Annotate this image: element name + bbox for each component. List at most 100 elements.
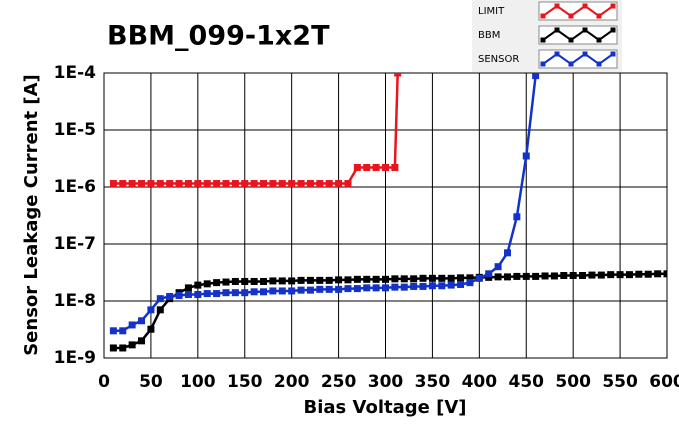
x-tick-label: 0: [98, 372, 110, 392]
data-point: [241, 180, 249, 188]
data-point: [119, 180, 127, 188]
data-point: [325, 285, 333, 293]
data-point: [260, 277, 268, 285]
data-point: [485, 273, 493, 281]
data-point: [635, 270, 643, 278]
legend-marker: [540, 61, 546, 67]
data-point: [222, 180, 230, 188]
data-point: [194, 291, 202, 299]
data-point: [231, 180, 239, 188]
data-point: [625, 271, 633, 279]
data-point: [269, 180, 277, 188]
data-point: [166, 180, 174, 188]
data-point: [278, 277, 286, 285]
x-tick-label: 350: [415, 372, 451, 392]
data-point: [363, 284, 371, 292]
data-point: [569, 272, 577, 280]
data-point: [560, 272, 568, 280]
data-point: [457, 280, 465, 288]
legend-marker: [540, 13, 546, 19]
data-point: [138, 317, 146, 325]
data-point: [241, 289, 249, 297]
data-point: [213, 180, 221, 188]
data-point: [213, 290, 221, 298]
data-point: [372, 275, 380, 283]
legend-marker: [610, 3, 616, 9]
legend-marker: [568, 13, 574, 19]
chart-title: BBM_099-1x2T: [107, 21, 330, 52]
data-point: [597, 271, 605, 279]
data-point: [532, 272, 540, 280]
data-point: [175, 291, 183, 299]
data-point: [335, 180, 343, 188]
y-tick-label: 1E-7: [54, 234, 96, 254]
data-point: [382, 284, 389, 292]
data-point: [325, 276, 333, 284]
data-point: [607, 271, 615, 279]
data-point: [363, 163, 371, 171]
data-point: [306, 180, 314, 188]
y-tick-label: 1E-4: [54, 63, 96, 83]
data-point: [663, 270, 667, 278]
data-point: [184, 284, 192, 292]
data-point: [231, 277, 239, 285]
data-point: [353, 285, 361, 293]
data-point: [119, 344, 127, 352]
y-tick-label: 1E-5: [54, 120, 96, 140]
x-tick-label: 300: [368, 372, 404, 392]
data-point: [297, 286, 305, 294]
data-point: [250, 180, 258, 188]
data-point: [156, 295, 164, 303]
data-point: [447, 281, 455, 289]
data-point: [203, 180, 211, 188]
data-point: [372, 284, 380, 292]
data-point: [410, 275, 418, 283]
data-point: [654, 270, 662, 278]
data-point: [147, 180, 155, 188]
data-point: [156, 180, 164, 188]
y-tick-label: 1E-9: [54, 348, 96, 368]
data-point: [297, 276, 305, 284]
data-point: [128, 341, 136, 349]
y-tick-label: 1E-6: [54, 177, 96, 197]
data-point: [410, 282, 418, 290]
x-tick-label: 150: [227, 372, 263, 392]
data-point: [522, 152, 530, 160]
data-point: [222, 278, 230, 286]
data-point: [382, 163, 389, 171]
x-axis-label: Bias Voltage [V]: [304, 397, 467, 418]
data-point: [231, 289, 239, 297]
data-point: [335, 285, 343, 293]
data-point: [372, 163, 380, 171]
data-point: [466, 279, 474, 287]
x-tick-label: 200: [274, 372, 310, 392]
data-point: [466, 274, 474, 282]
data-point: [119, 327, 127, 335]
data-point: [278, 180, 286, 188]
data-point: [513, 272, 521, 280]
data-point: [344, 180, 352, 188]
y-axis-label: Sensor Leakage Current [A]: [21, 74, 42, 356]
data-point: [306, 276, 314, 284]
data-point: [109, 327, 117, 335]
data-point: [213, 279, 221, 287]
data-point: [475, 274, 483, 282]
data-point: [438, 282, 446, 290]
data-point: [616, 271, 624, 279]
data-point: [550, 272, 558, 280]
data-point: [400, 283, 408, 291]
data-point: [419, 274, 427, 282]
data-point: [109, 344, 117, 352]
data-point: [541, 272, 549, 280]
data-point: [138, 337, 146, 345]
legend-label: SENSOR: [478, 54, 519, 65]
data-point: [419, 282, 427, 290]
data-point: [644, 270, 652, 278]
data-point: [128, 180, 136, 188]
legend-marker: [582, 3, 588, 9]
data-point: [391, 163, 399, 171]
legend-marker: [610, 51, 616, 57]
data-point: [250, 277, 258, 285]
series-line: [113, 75, 537, 333]
